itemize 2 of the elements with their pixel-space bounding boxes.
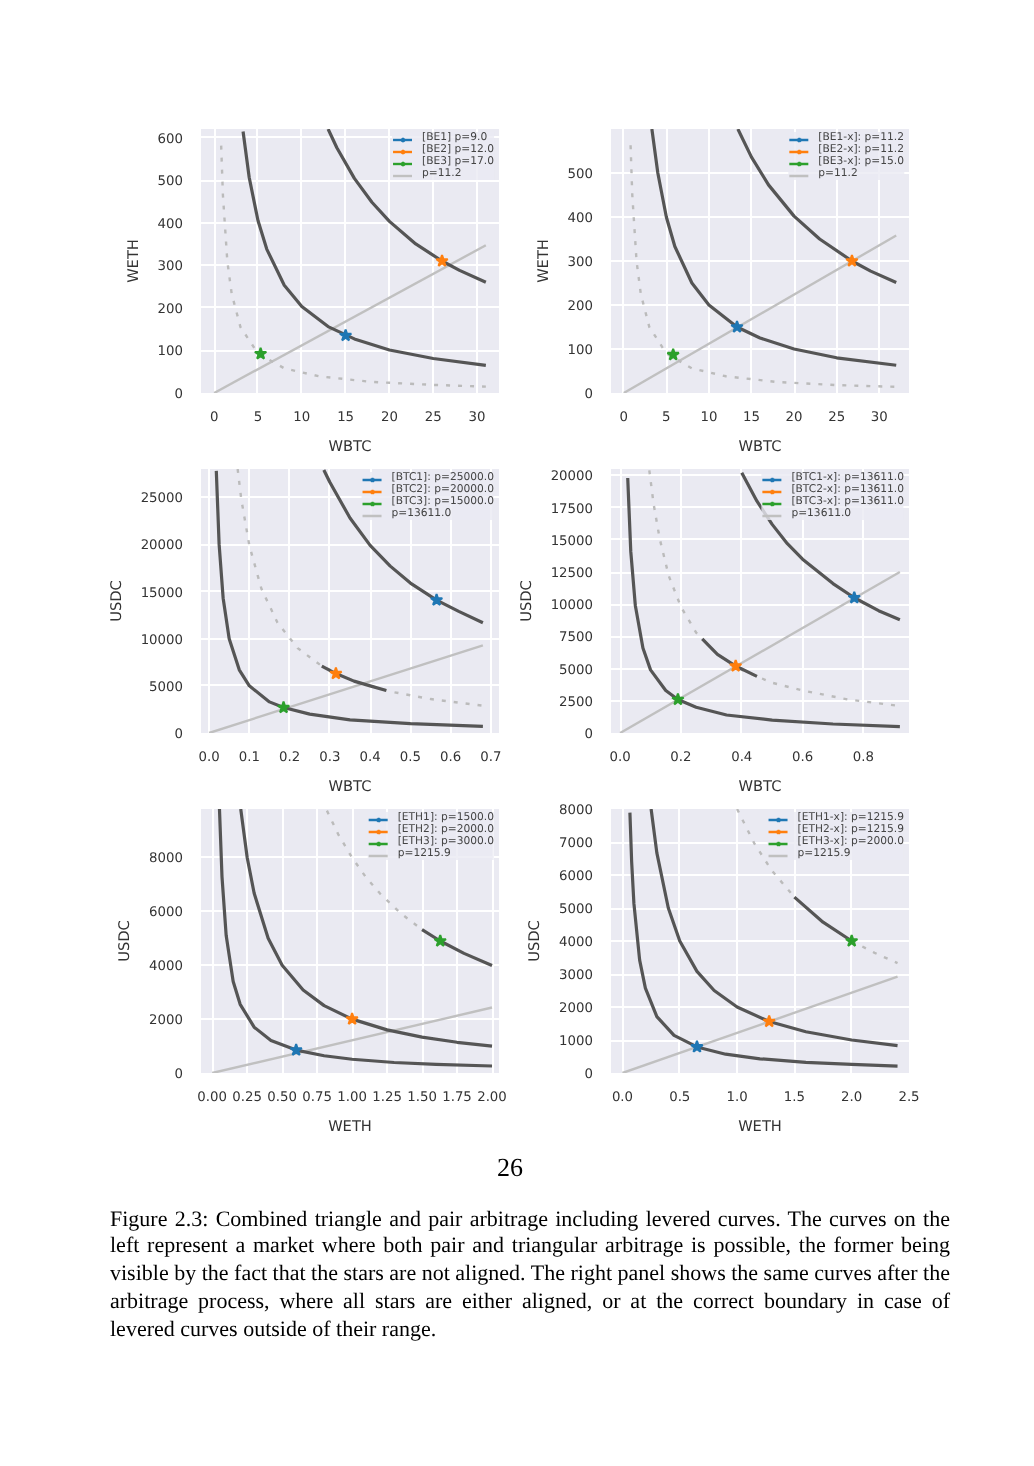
- text: 26: [497, 1150, 523, 1186]
- caption: Figure 2.3: Combined triangle and pair arbitrage including levered curves. The curves on the left represent a market where both pair and triangular arbitrage is possible, the former being visible by the fact that the stars are not aligned. The right panel shows the same curves after the arbitrage process, where all stars are either aligned, or at the correct boundary in case of levered curves outside of their range.: [110, 1207, 950, 1345]
